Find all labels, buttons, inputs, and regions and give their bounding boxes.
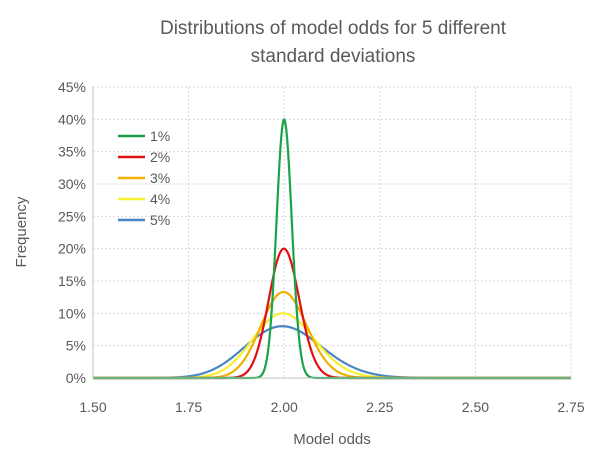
legend-label: 3% (150, 170, 170, 186)
y-tick-label: 5% (66, 338, 86, 354)
x-tick-label: 2.75 (557, 399, 584, 415)
y-axis-label: Frequency (13, 196, 30, 267)
y-tick-label: 45% (58, 79, 86, 95)
y-tick-label: 35% (58, 144, 86, 160)
legend: 1% 2% 3% 4% 5% (118, 128, 170, 228)
y-tick-label: 25% (58, 208, 86, 224)
y-tick-label: 0% (66, 370, 86, 386)
legend-label: 5% (150, 212, 170, 228)
x-tick-label: 1.50 (79, 399, 106, 415)
y-tick-label: 15% (58, 273, 86, 289)
x-tick-label: 1.75 (175, 399, 202, 415)
grid (93, 86, 572, 378)
x-tick-label: 2.50 (462, 399, 489, 415)
y-tick-label: 20% (58, 241, 86, 257)
y-tick-label: 10% (58, 305, 86, 321)
y-tick-label: 30% (58, 176, 86, 192)
chart-title-line-1: Distributions of model odds for 5 differ… (160, 18, 507, 39)
legend-label: 4% (150, 191, 170, 207)
legend-label: 1% (150, 128, 170, 144)
legend-label: 2% (150, 149, 170, 165)
x-tick-label: 2.25 (366, 399, 393, 415)
y-tick-label: 40% (58, 111, 86, 127)
x-axis-label: Model odds (293, 431, 371, 448)
axes: 0% 5% 10% 15% 20% 25% 30% 35% 40% 45% 1.50 1.75 2.00… (58, 79, 585, 415)
x-tick-label: 2.00 (271, 399, 298, 415)
chart-title-line-2: standard deviations (251, 46, 416, 67)
